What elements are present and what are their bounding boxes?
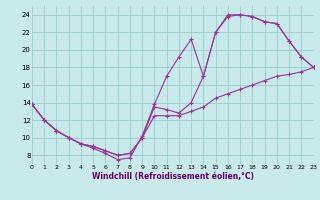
X-axis label: Windchill (Refroidissement éolien,°C): Windchill (Refroidissement éolien,°C) <box>92 172 254 181</box>
